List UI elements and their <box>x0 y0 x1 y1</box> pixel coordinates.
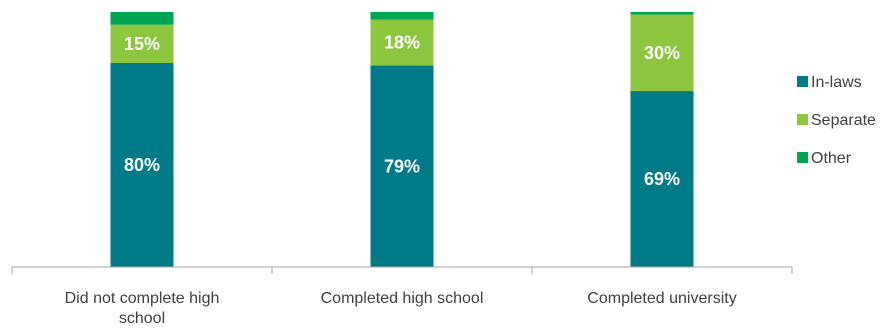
bar-in-laws-2 <box>630 91 694 267</box>
bar-other-0 <box>110 12 174 25</box>
data-label-in-laws-2: 69% <box>644 169 680 189</box>
legend-swatch-separate <box>797 114 808 125</box>
legend-label-separate: Separate <box>811 112 876 129</box>
x-tick-label-1: Completed high school <box>321 290 484 307</box>
bar-in-laws-0 <box>110 63 174 267</box>
x-tick-label-0: Did not complete high school <box>65 290 220 326</box>
bar-other-1 <box>370 12 434 20</box>
bar-other-2 <box>630 12 694 15</box>
legend-swatch-other <box>797 152 808 163</box>
data-label-in-laws-0: 80% <box>124 155 160 175</box>
data-label-separate-0: 15% <box>124 34 160 54</box>
bar-separate-1 <box>370 19 434 66</box>
legend-label-other: Other <box>811 150 852 167</box>
data-label-separate-1: 18% <box>384 33 420 53</box>
data-label-separate-2: 30% <box>644 43 680 63</box>
x-tick-label-2: Completed university <box>587 290 736 307</box>
bar-separate-2 <box>630 14 694 92</box>
bar-separate-0 <box>110 24 174 63</box>
bar-in-laws-1 <box>370 65 434 267</box>
legend-swatch-in-laws <box>797 76 808 87</box>
legend-label-in-laws: In-laws <box>811 74 862 91</box>
data-label-in-laws-1: 79% <box>384 156 420 176</box>
